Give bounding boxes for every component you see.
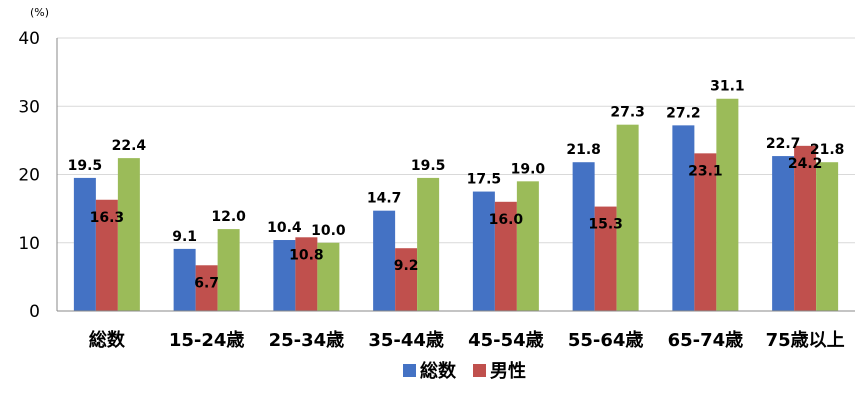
y-axis-ticks: 0 10 20 30 40 <box>18 29 40 322</box>
data-label: 10.4 <box>267 220 302 236</box>
data-label: 10.0 <box>311 223 346 239</box>
bar <box>395 248 418 311</box>
data-label: 14.7 <box>367 191 402 207</box>
bar <box>616 124 639 312</box>
legend: 総数 男性 <box>403 360 526 382</box>
category-label: 65-74歳 <box>668 330 744 351</box>
data-label: 9.1 <box>172 229 197 245</box>
y-tick-label: 0 <box>29 302 40 322</box>
bar <box>672 125 695 311</box>
category-label: 15-24歳 <box>169 330 245 351</box>
data-label: 22.7 <box>766 136 801 152</box>
y-tick-label: 10 <box>18 234 40 254</box>
category-label: 25-34歳 <box>269 330 345 351</box>
data-label: 27.2 <box>666 105 701 121</box>
data-label: 22.4 <box>112 138 147 154</box>
category-label: 45-54歳 <box>468 330 544 351</box>
data-label: 23.1 <box>688 163 723 179</box>
bar <box>816 162 839 311</box>
data-label: 19.5 <box>68 158 103 174</box>
bar <box>295 237 318 311</box>
bar <box>472 191 495 311</box>
legend-label: 男性 <box>490 360 526 382</box>
data-label: 9.2 <box>394 258 419 274</box>
bar <box>794 145 817 311</box>
data-label: 16.3 <box>90 210 125 226</box>
data-label: 19.0 <box>511 161 546 177</box>
data-label: 19.5 <box>411 158 446 174</box>
bar <box>117 158 140 311</box>
data-labels: 19.5 16.3 22.4 9.1 6.7 12.0 10.4 10.8 10.0 14.7 9.… <box>68 79 845 292</box>
category-label: 総数 <box>89 329 126 351</box>
y-tick-label: 20 <box>18 166 40 186</box>
data-label: 16.0 <box>489 212 524 228</box>
category-label: 75歳以上 <box>766 330 845 351</box>
bars <box>73 98 839 312</box>
data-label: 12.0 <box>211 209 246 225</box>
bar <box>195 265 218 311</box>
legend-swatch <box>403 364 416 377</box>
bar <box>373 210 396 311</box>
data-label: 21.8 <box>810 142 845 158</box>
data-label: 15.3 <box>588 217 623 233</box>
bar <box>716 98 739 312</box>
bar <box>95 199 118 311</box>
bar <box>317 242 340 311</box>
y-tick-label: 30 <box>18 97 40 117</box>
bar <box>73 177 96 311</box>
bar <box>417 177 440 311</box>
data-label: 31.1 <box>710 79 745 95</box>
bar <box>772 156 795 311</box>
legend-label: 総数 <box>420 360 457 382</box>
y-axis-unit: (%) <box>30 6 49 19</box>
data-label: 6.7 <box>194 275 219 291</box>
category-label: 35-44歳 <box>368 330 444 351</box>
bar <box>173 248 196 311</box>
data-label: 17.5 <box>467 172 502 188</box>
bar <box>217 229 240 311</box>
data-label: 24.2 <box>788 156 823 172</box>
legend-swatch <box>473 364 486 377</box>
category-label: 55-64歳 <box>568 330 644 351</box>
category-labels: 総数 15-24歳 25-34歳 35-44歳 45-54歳 55-64歳 65-74歳 75… <box>89 329 845 351</box>
bar <box>594 206 617 311</box>
bar <box>694 153 717 311</box>
bar <box>516 181 539 311</box>
bar <box>572 162 595 311</box>
data-label: 10.8 <box>289 247 324 263</box>
data-label: 27.3 <box>610 105 645 121</box>
y-tick-label: 40 <box>18 29 40 49</box>
bar <box>273 240 296 311</box>
bar <box>494 201 517 311</box>
data-label: 21.8 <box>566 142 601 158</box>
